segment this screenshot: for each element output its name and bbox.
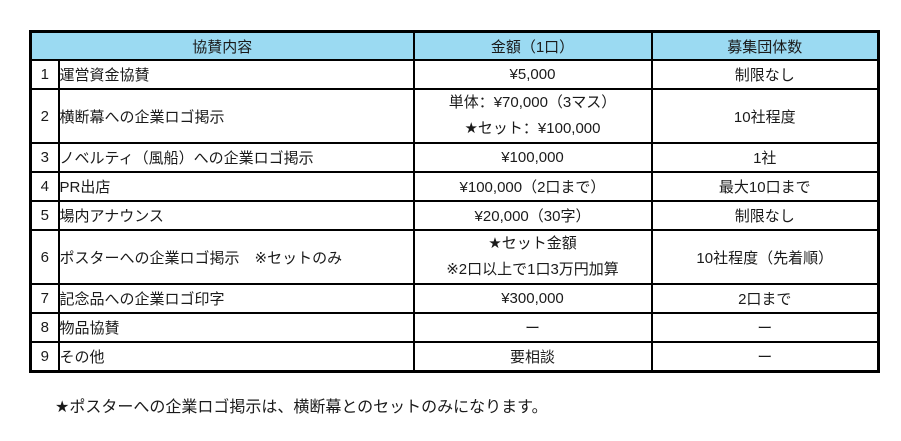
amount-line-1: ★セット金額 (488, 235, 577, 252)
amount-cell: 単体：¥70,000（3マス） ★セット：¥100,000 (412, 88, 653, 144)
content-cell: 場内アナウンス (57, 200, 415, 231)
table-row: 5 場内アナウンス ¥20,000（30字） 制限なし (29, 200, 880, 231)
row-number: 6 (29, 229, 60, 285)
count-cell: 10社程度 (650, 88, 880, 144)
count-cell: ー (650, 312, 880, 343)
header-count: 募集団体数 (650, 30, 880, 61)
content-cell: 運営資金協賛 (57, 59, 415, 90)
table-row: 4 PR出店 ¥100,000（2口まで） 最大10口まで (29, 171, 880, 202)
amount-cell: ¥100,000（2口まで） (412, 171, 653, 202)
amount-cell: ★セット金額 ※2口以上で1口3万円加算 (412, 229, 653, 285)
content-cell: PR出店 (57, 171, 415, 202)
count-cell: 2口まで (650, 283, 880, 314)
amount-line-2: ★セット：¥100,000 (464, 120, 601, 137)
table-row: 3 ノベルティ（風船）への企業ロゴ掲示 ¥100,000 1社 (29, 142, 880, 173)
header-row: 協賛内容 金額（1口） 募集団体数 (29, 30, 880, 61)
table-row: 9 その他 要相談 ー (29, 341, 880, 372)
content-cell: 横断幕への企業ロゴ掲示 (57, 88, 415, 144)
header-content: 協賛内容 (29, 30, 415, 61)
amount-cell: ¥300,000 (412, 283, 653, 314)
table-row: 6 ポスターへの企業ロゴ掲示 ※セットのみ ★セット金額 ※2口以上で1口3万円… (29, 229, 880, 285)
row-number: 1 (29, 59, 60, 90)
table-row: 8 物品協賛 ー ー (29, 312, 880, 343)
content-cell: 物品協賛 (57, 312, 415, 343)
sponsorship-table: 協賛内容 金額（1口） 募集団体数 1 運営資金協賛 ¥5,000 制限なし 2… (29, 30, 880, 373)
amount-cell: ¥100,000 (412, 142, 653, 173)
footnote: ★ポスターへの企業ロゴ掲示は、横断幕とのセットのみになります。 (55, 399, 548, 416)
table-row: 7 記念品への企業ロゴ印字 ¥300,000 2口まで (29, 283, 880, 314)
amount-line-1: 単体：¥70,000（3マス） (448, 94, 617, 111)
header-amount: 金額（1口） (412, 30, 653, 61)
row-number: 9 (29, 341, 60, 372)
table-row: 1 運営資金協賛 ¥5,000 制限なし (29, 59, 880, 90)
row-number: 2 (29, 88, 60, 144)
count-cell: 制限なし (650, 59, 880, 90)
content-cell: その他 (57, 341, 415, 372)
amount-cell: ー (412, 312, 653, 343)
count-cell: 1社 (650, 142, 880, 173)
row-number: 8 (29, 312, 60, 343)
table-row: 2 横断幕への企業ロゴ掲示 単体：¥70,000（3マス） ★セット：¥100,… (29, 88, 880, 144)
amount-cell: 要相談 (412, 341, 653, 372)
amount-line-2: ※2口以上で1口3万円加算 (446, 261, 619, 278)
content-cell: ノベルティ（風船）への企業ロゴ掲示 (57, 142, 415, 173)
count-cell: ー (650, 341, 880, 372)
row-number: 3 (29, 142, 60, 173)
amount-cell: ¥5,000 (412, 59, 653, 90)
row-number: 7 (29, 283, 60, 314)
count-cell: 10社程度（先着順） (650, 229, 880, 285)
row-number: 4 (29, 171, 60, 202)
content-cell: 記念品への企業ロゴ印字 (57, 283, 415, 314)
row-number: 5 (29, 200, 60, 231)
content-cell: ポスターへの企業ロゴ掲示 ※セットのみ (57, 229, 415, 285)
count-cell: 最大10口まで (650, 171, 880, 202)
amount-cell: ¥20,000（30字） (412, 200, 653, 231)
count-cell: 制限なし (650, 200, 880, 231)
